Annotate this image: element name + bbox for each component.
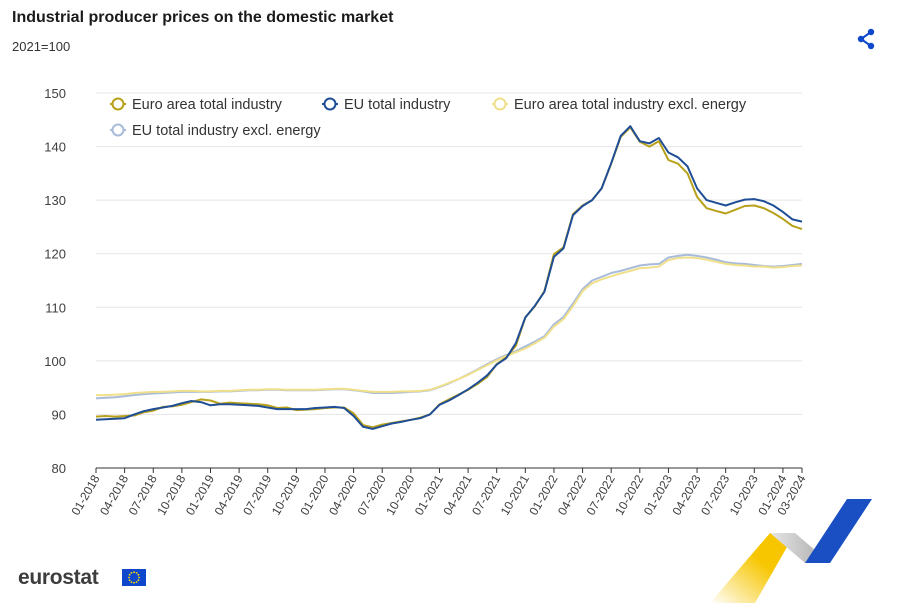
legend-label-1: EU total industry [344, 97, 451, 113]
y-tick-label: 120 [44, 247, 66, 262]
chart-subtitle: 2021=100 [12, 39, 71, 54]
series-line-3 [95, 253, 803, 400]
decorative-chevron-graphic [710, 499, 872, 603]
y-tick-label: 90 [52, 407, 66, 422]
eu-flag-icon [122, 569, 146, 586]
legend-marker [111, 97, 125, 111]
y-tick-label: 140 [44, 140, 66, 155]
legend-label-0: Euro area total industry [132, 97, 283, 113]
legend-marker [111, 123, 125, 137]
chart-title: Industrial producer prices on the domest… [12, 9, 394, 26]
y-tick-label: 130 [44, 193, 66, 208]
eurostat-logo: eurostat [18, 566, 99, 589]
share-icon [857, 28, 875, 50]
y-tick-label: 100 [44, 354, 66, 369]
share-button[interactable] [855, 28, 877, 50]
legend-label-2: Euro area total industry excl. energy [514, 97, 747, 113]
legend-label-3: EU total industry excl. energy [132, 123, 321, 139]
legend-marker [323, 97, 337, 111]
series-line-2 [96, 256, 803, 397]
y-tick-label: 110 [45, 300, 66, 315]
legend-marker [493, 97, 507, 111]
y-tick-label: 150 [44, 86, 66, 101]
y-tick-label: 80 [52, 461, 66, 476]
series-line-1 [95, 125, 803, 430]
